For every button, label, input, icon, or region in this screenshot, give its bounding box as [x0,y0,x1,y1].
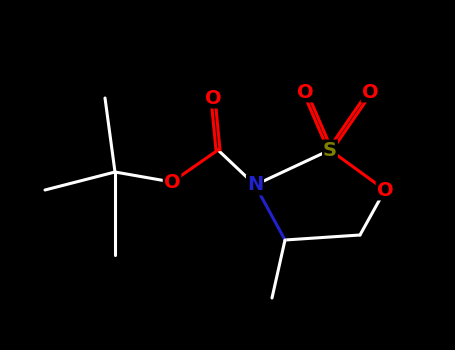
Text: O: O [205,89,221,107]
Text: N: N [247,175,263,195]
Text: O: O [164,173,180,191]
Text: O: O [362,83,378,102]
Text: O: O [377,181,393,199]
Text: O: O [297,83,313,102]
Text: S: S [323,140,337,160]
